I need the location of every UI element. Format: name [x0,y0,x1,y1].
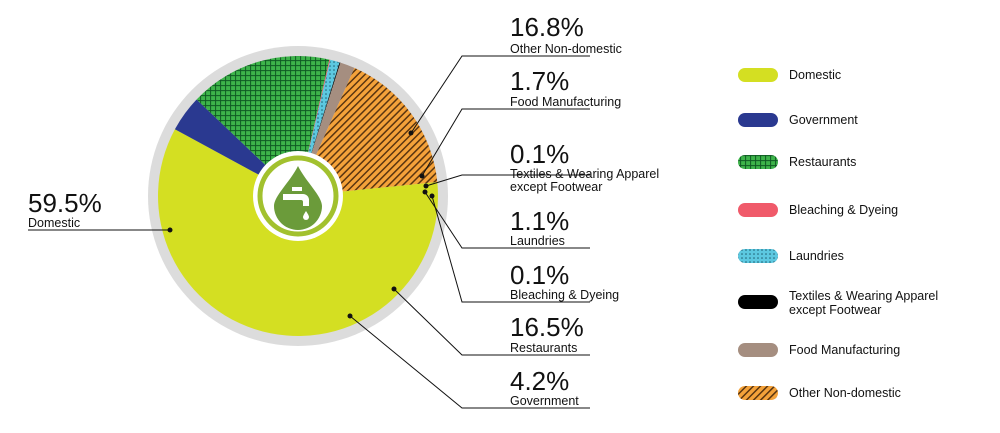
leader-line-textiles-wearing-apparel-except-footwear [425,174,590,187]
legend-swatch-restaurants [738,155,778,169]
legend-swatch-bleaching-dyeing [738,203,778,217]
label-pct-restaurants: 16.5% [510,312,584,342]
legend: Domestic Government Restaurants Bleaching &… [738,68,938,400]
label-text-government: Government [510,394,579,408]
label-text-domestic: Domestic [28,216,80,230]
leader-dot-other-non-domestic [408,130,414,136]
legend-label-bleaching-dyeing: Bleaching & Dyeing [789,203,898,217]
leader-line-bleaching-dyeing [431,195,590,303]
label-text-restaurants: Restaurants [510,341,577,355]
leader-dot-government [347,313,353,319]
legend-label-food-manufacturing: Food Manufacturing [789,343,900,357]
icon-ring [257,155,339,237]
label-text-textiles-wearing-apparel-except-footwear-1: Textiles & Wearing Apparel [510,167,659,181]
water-tap-drop-icon [253,151,343,241]
legend-label-laundries: Laundries [789,249,844,263]
leader-dot-laundries [422,189,428,195]
leader-lines [28,55,590,409]
label-text-food-manufacturing: Food Manufacturing [510,95,621,109]
legend-swatch-other-non-domestic [738,386,778,400]
legend-swatch-laundries [738,249,778,263]
legend-label-domestic: Domestic [789,68,841,82]
legend-label-textiles-wearing-apparel-except-footwear-1: Textiles & Wearing Apparel [789,289,938,303]
legend-label-textiles-wearing-apparel-except-footwear-2: except Footwear [789,303,881,317]
leader-dot-food-manufacturing [419,173,425,179]
leader-dot-bleaching-dyeing [429,193,435,199]
legend-swatch-food-manufacturing [738,343,778,357]
label-pct-laundries: 1.1% [510,206,569,236]
droplet-shape [303,211,309,220]
legend-swatch-government [738,113,778,127]
leader-line-other-non-domestic [410,55,590,134]
legend-swatch-textiles-wearing-apparel-except-footwear [738,295,778,309]
leader-line-restaurants [393,288,590,356]
slice-other-non-domestic [298,67,438,196]
leader-line-food-manufacturing [421,108,590,177]
label-text-laundries: Laundries [510,234,565,248]
leader-line-government [349,315,590,409]
legend-label-other-non-domestic: Other Non-domestic [789,386,901,400]
slice-labels: 59.5%Domestic 4.2%Government 16.5%Restaura… [28,12,659,408]
label-pct-food-manufacturing: 1.7% [510,66,569,96]
label-text-textiles-wearing-apparel-except-footwear-2: except Footwear [510,180,602,194]
legend-swatch-domestic [738,68,778,82]
label-pct-government: 4.2% [510,366,569,396]
tap-shape [283,187,309,206]
label-text-bleaching-dyeing: Bleaching & Dyeing [510,288,619,302]
legend-label-government: Government [789,113,858,127]
leader-line-laundries [424,191,590,249]
label-pct-other-non-domestic: 16.8% [510,12,584,42]
label-pct-textiles-wearing-apparel-except-footwear: 0.1% [510,139,569,169]
leader-dot-domestic [167,227,173,233]
legend-label-restaurants: Restaurants [789,155,856,169]
label-text-other-non-domestic: Other Non-domestic [510,42,622,56]
leader-dot-textiles-wearing-apparel-except-footwear [423,183,429,189]
label-pct-bleaching-dyeing: 0.1% [510,260,569,290]
leader-dot-restaurants [391,286,397,292]
label-pct-domestic: 59.5% [28,188,102,218]
